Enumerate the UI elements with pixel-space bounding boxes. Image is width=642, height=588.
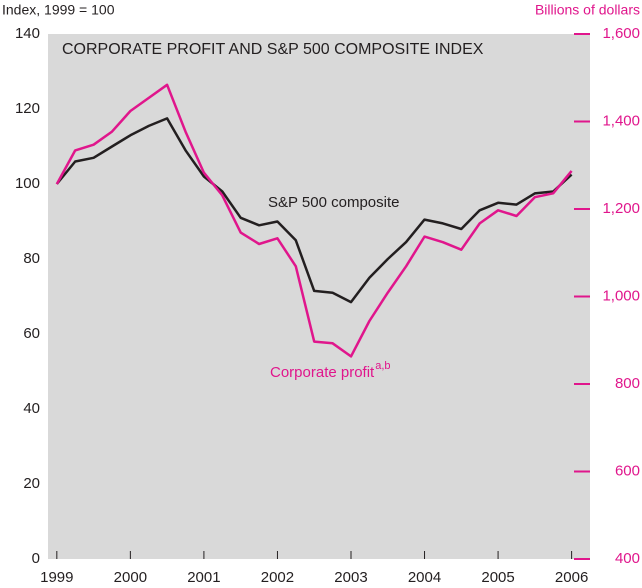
x-tick-label: 2004: [408, 569, 441, 586]
y-axis-label: Index, 1999 = 100: [2, 2, 115, 18]
annotation-superscript: a,b: [375, 360, 390, 372]
chart-title: CORPORATE PROFIT AND S&P 500 COMPOSITE I…: [62, 41, 484, 58]
y-tick-label: 20: [23, 475, 40, 492]
annotation: Corporate profit: [270, 364, 375, 381]
plot-area: [48, 34, 590, 559]
y2-tick-label: 400: [615, 550, 640, 567]
y2-tick-label: 1,400: [602, 112, 640, 129]
x-tick-label: 2005: [481, 569, 514, 586]
y-tick-label: 60: [23, 325, 40, 342]
y-tick-label: 140: [15, 25, 40, 42]
y2-tick-label: 1,000: [602, 287, 640, 304]
series-line: [55, 117, 573, 304]
y2-axis-label: Billions of dollars: [535, 2, 640, 18]
series-line: [55, 83, 573, 358]
y2-tick-label: 1,600: [602, 25, 640, 42]
y-tick-label: 120: [15, 100, 40, 117]
y-tick-label: 80: [23, 250, 40, 267]
y-tick-label: 40: [23, 400, 40, 417]
x-tick-label: 2001: [187, 569, 220, 586]
y-tick-label: 0: [32, 550, 40, 567]
y-tick-label: 100: [15, 175, 40, 192]
x-tick-label: 1999: [40, 569, 73, 586]
y2-tick-label: 1,200: [602, 200, 640, 217]
y2-tick-label: 600: [615, 462, 640, 479]
x-tick-label: 2003: [334, 569, 367, 586]
x-tick-label: 2002: [261, 569, 294, 586]
y2-tick-label: 800: [615, 375, 640, 392]
x-tick-label: 2000: [114, 569, 147, 586]
annotation: S&P 500 composite: [268, 194, 399, 211]
x-tick-label: 2006: [555, 569, 588, 586]
